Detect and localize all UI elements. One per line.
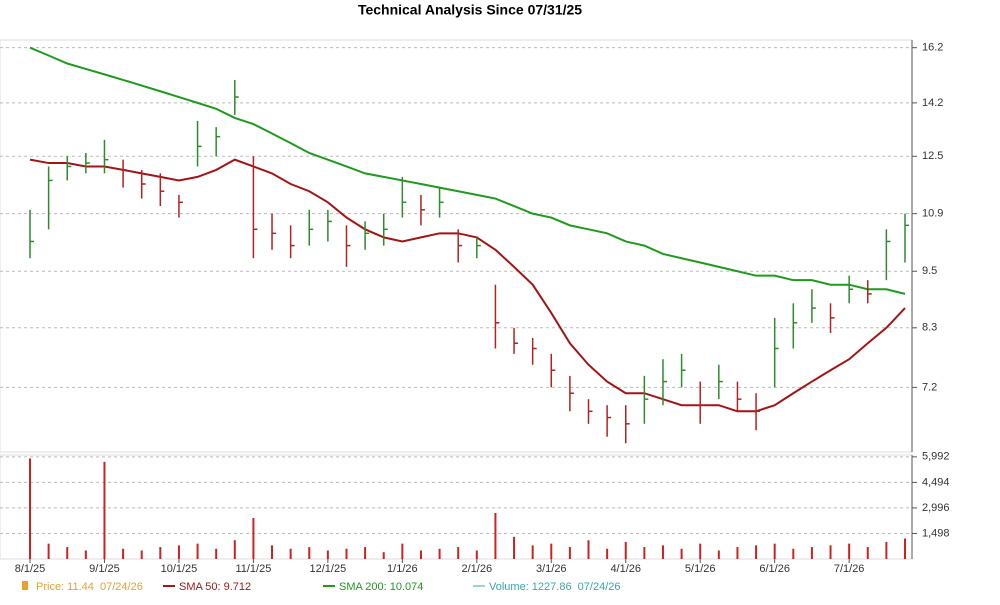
legend-swatch — [22, 581, 28, 590]
chart-title: Technical Analysis Since 07/31/25 — [358, 2, 582, 18]
x-tick-label: 4/1/26 — [610, 563, 641, 575]
y-tick-label: 7.2 — [922, 381, 937, 393]
y2-tick-label: 2,996 — [922, 502, 950, 514]
x-tick-label: 10/1/25 — [161, 563, 198, 575]
x-tick-label: 6/1/26 — [759, 563, 790, 575]
sma200-line — [29, 46, 906, 295]
x-tick-label: 2/1/26 — [462, 563, 493, 575]
legend-label: SMA 50: 9.712 — [179, 581, 251, 593]
legend-label: SMA 200: 10.074 — [339, 581, 423, 593]
sma50-line — [29, 158, 906, 413]
y-tick-label: 12.5 — [922, 150, 943, 162]
y2-tick-label: 4,494 — [922, 476, 950, 488]
x-tick-label: 3/1/26 — [536, 563, 567, 575]
x-tick-label: 12/1/25 — [310, 563, 347, 575]
x-tick-label: 7/1/26 — [834, 563, 865, 575]
legend-label: Price: 11.44 07/24/26 — [36, 581, 143, 593]
y2-tick-label: 1,498 — [922, 527, 950, 539]
x-tick-label: 8/1/25 — [15, 563, 46, 575]
x-tick-label: 11/1/25 — [235, 563, 271, 575]
x-tick-label: 9/1/25 — [89, 563, 120, 575]
y-tick-label: 10.9 — [922, 208, 943, 220]
x-tick-label: 5/1/26 — [685, 563, 716, 575]
legend-label: Volume: 1227.86 07/24/26 — [489, 581, 621, 593]
y-tick-label: 9.5 — [922, 265, 937, 277]
x-tick-label: 1/1/26 — [387, 563, 418, 575]
y-tick-label: 16.2 — [922, 42, 943, 54]
y-tick-label: 8.3 — [922, 322, 937, 334]
y-tick-label: 14.2 — [922, 97, 943, 109]
y2-tick-label: 5,992 — [922, 451, 950, 463]
